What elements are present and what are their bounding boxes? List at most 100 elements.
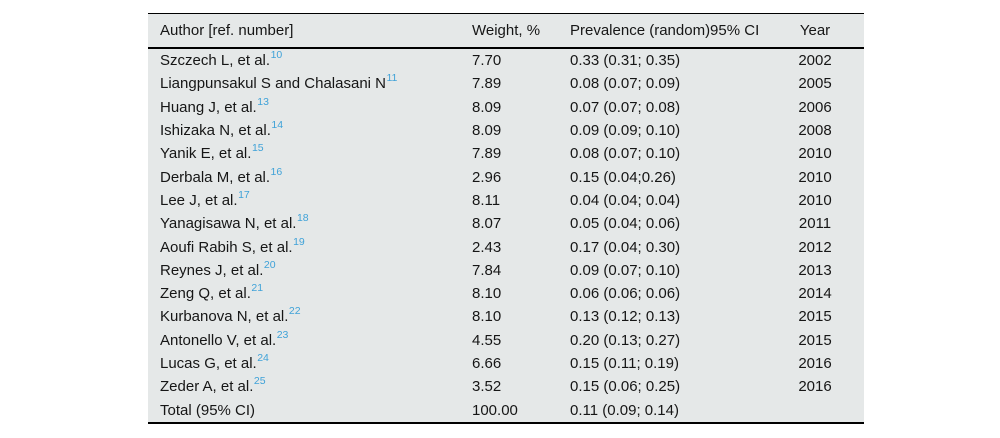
citation-ref-link[interactable]: 11 [386, 72, 398, 85]
table-row: Zeng Q, et al.21 8.10 0.06 (0.06; 0.06) 201… [148, 282, 864, 305]
prevalence-cell: 0.11 (0.09; 0.14) [570, 401, 679, 419]
citation-ref-link[interactable]: 21 [251, 282, 264, 295]
prevalence-cell: 0.08 (0.07; 0.10) [570, 145, 681, 163]
prevalence-cell: 0.07 (0.07; 0.08) [570, 98, 681, 116]
author-text: Lucas G, et al. [160, 355, 257, 372]
table-row: Lee J, et al.17 8.11 0.04 (0.04; 0.04) 2010 [148, 189, 864, 212]
table-row: Huang J, et al.13 8.09 0.07 (0.07; 0.08) 20… [148, 96, 864, 119]
prevalence-cell: 0.20 (0.13; 0.27) [570, 331, 681, 349]
citation-ref-link[interactable]: 23 [276, 328, 289, 341]
citation-ref-link[interactable]: 20 [263, 258, 276, 271]
author-text: Szczech L, et al. [160, 52, 271, 70]
header-weight: Weight, % [472, 13, 570, 49]
author-text: Total (95% CI) [160, 401, 256, 419]
weight-cell: 8.09 [472, 98, 502, 116]
weight-cell: 3.52 [472, 378, 502, 396]
author-text: Derbala M, et al. [160, 168, 271, 186]
table-row: Aoufi Rabih S, et al.19 2.43 0.17 (0.04; 0… [148, 235, 864, 258]
prevalence-cell: 0.09 (0.09; 0.10) [570, 122, 681, 140]
prevalence-cell: 0.15 (0.04;0.26) [570, 168, 676, 186]
year-cell: 2013 [798, 261, 832, 279]
author-text: Kurbanova N, et al. [160, 308, 289, 326]
table-row: Szczech L, et al.10 7.70 0.33 (0.31; 0.35)… [148, 48, 864, 72]
prevalence-cell: 0.09 (0.07; 0.10) [570, 261, 681, 279]
citation-ref-link[interactable]: 19 [293, 235, 305, 248]
year-cell: 2010 [798, 145, 832, 163]
citation-ref-link[interactable]: 25 [253, 375, 266, 388]
citation-ref-link[interactable]: 16 [270, 165, 283, 178]
author-text: Liangpunsakul S and Chalasani N [160, 75, 386, 93]
weight-cell: 8.10 [472, 308, 502, 326]
weight-cell: 2.43 [472, 238, 502, 256]
author-text: Zeng Q, et al. [160, 285, 251, 303]
year-cell: 2015 [798, 308, 832, 326]
author-text: Lee J, et al. [160, 191, 238, 209]
author-cell: Lee J, et al.17 [148, 189, 472, 212]
author-cell: Antonello V, et al.23 [148, 329, 472, 352]
prevalence-cell: 0.17 (0.04; 0.30) [570, 238, 681, 256]
prevalence-cell: 0.33 (0.31; 0.35) [570, 52, 681, 70]
citation-ref-link[interactable]: 22 [288, 305, 301, 318]
weight-cell: 2.96 [472, 168, 502, 186]
table-row: Ishizaka N, et al.14 8.09 0.09 (0.09; 0.10… [148, 119, 864, 142]
prevalence-table-container: Author [ref. number] Weight, % Prevalenc… [148, 13, 864, 424]
prevalence-cell: 0.15 (0.11; 0.19) [570, 355, 679, 372]
table-row: Total (95% CI) 100.00 0.11 (0.09; 0.14) [148, 398, 864, 422]
table-header: Author [ref. number] Weight, % Prevalenc… [148, 13, 864, 49]
author-cell: Huang J, et al.13 [148, 96, 472, 119]
author-cell: Liangpunsakul S and Chalasani N11 [148, 72, 472, 95]
year-cell [766, 398, 864, 422]
table-row: Lucas G, et al.24 6.66 0.15 (0.11; 0.19) 20… [148, 352, 864, 375]
table-row: Yanagisawa N, et al.18 8.07 0.05 (0.04; 0.… [148, 212, 864, 235]
citation-ref-link[interactable]: 15 [251, 142, 264, 155]
author-cell: Reynes J, et al.20 [148, 259, 472, 282]
author-cell: Yanik E, et al.15 [148, 142, 472, 165]
table-row: Kurbanova N, et al.22 8.10 0.13 (0.12; 0.1… [148, 305, 864, 328]
table-body: Szczech L, et al.10 7.70 0.33 (0.31; 0.35)… [148, 48, 864, 423]
prevalence-cell: 0.04 (0.04; 0.04) [570, 191, 681, 209]
citation-ref-link[interactable]: 17 [238, 188, 250, 201]
author-cell: Szczech L, et al.10 [148, 48, 472, 72]
author-cell: Ishizaka N, et al.14 [148, 119, 472, 142]
citation-ref-link[interactable]: 14 [271, 119, 284, 132]
citation-ref-link[interactable]: 13 [257, 95, 269, 108]
year-cell: 2016 [798, 378, 832, 396]
author-cell: Lucas G, et al.24 [148, 352, 472, 375]
weight-cell: 100.00 [472, 401, 518, 419]
header-row: Author [ref. number] Weight, % Prevalenc… [148, 13, 864, 49]
author-cell: Kurbanova N, et al.22 [148, 305, 472, 328]
citation-ref-link[interactable]: 18 [296, 212, 309, 225]
citation-ref-link[interactable]: 24 [257, 352, 269, 364]
weight-cell: 8.09 [472, 122, 502, 140]
author-text: Ishizaka N, et al. [160, 122, 271, 140]
header-year: Year [766, 13, 864, 49]
weight-cell: 7.89 [472, 75, 502, 93]
prevalence-cell: 0.05 (0.04; 0.06) [570, 215, 681, 233]
author-cell: Yanagisawa N, et al.18 [148, 212, 472, 235]
prevalence-cell: 0.08 (0.07; 0.09) [570, 75, 681, 93]
year-cell: 2015 [798, 331, 832, 349]
year-cell: 2010 [798, 191, 832, 209]
year-cell: 2008 [798, 122, 832, 140]
weight-cell: 4.55 [472, 331, 502, 349]
table-row: Derbala M, et al.16 2.96 0.15 (0.04;0.26) 2… [148, 165, 864, 188]
author-cell: Derbala M, et al.16 [148, 165, 472, 188]
weight-cell: 8.11 [472, 191, 501, 209]
prevalence-cell: 0.06 (0.06; 0.06) [570, 285, 681, 303]
year-cell: 2014 [798, 285, 832, 303]
year-cell: 2006 [798, 98, 832, 116]
citation-ref-link[interactable]: 10 [270, 49, 283, 62]
author-cell: Zeder A, et al.25 [148, 375, 472, 398]
year-cell: 2012 [798, 238, 832, 256]
year-cell: 2016 [798, 355, 832, 372]
header-prevalence: Prevalence (random)95% CI [570, 13, 766, 49]
weight-cell: 8.10 [472, 285, 502, 303]
table-row: Yanik E, et al.15 7.89 0.08 (0.07; 0.10) 20… [148, 142, 864, 165]
author-cell: Aoufi Rabih S, et al.19 [148, 235, 472, 258]
table-row: Zeder A, et al.25 3.52 0.15 (0.06; 0.25) 20… [148, 375, 864, 398]
table-row: Antonello V, et al.23 4.55 0.20 (0.13; 0.2… [148, 329, 864, 352]
author-text: Huang J, et al. [160, 98, 257, 116]
author-text: Yanik E, et al. [160, 145, 252, 163]
weight-cell: 6.66 [472, 355, 502, 372]
weight-cell: 8.07 [472, 215, 502, 233]
